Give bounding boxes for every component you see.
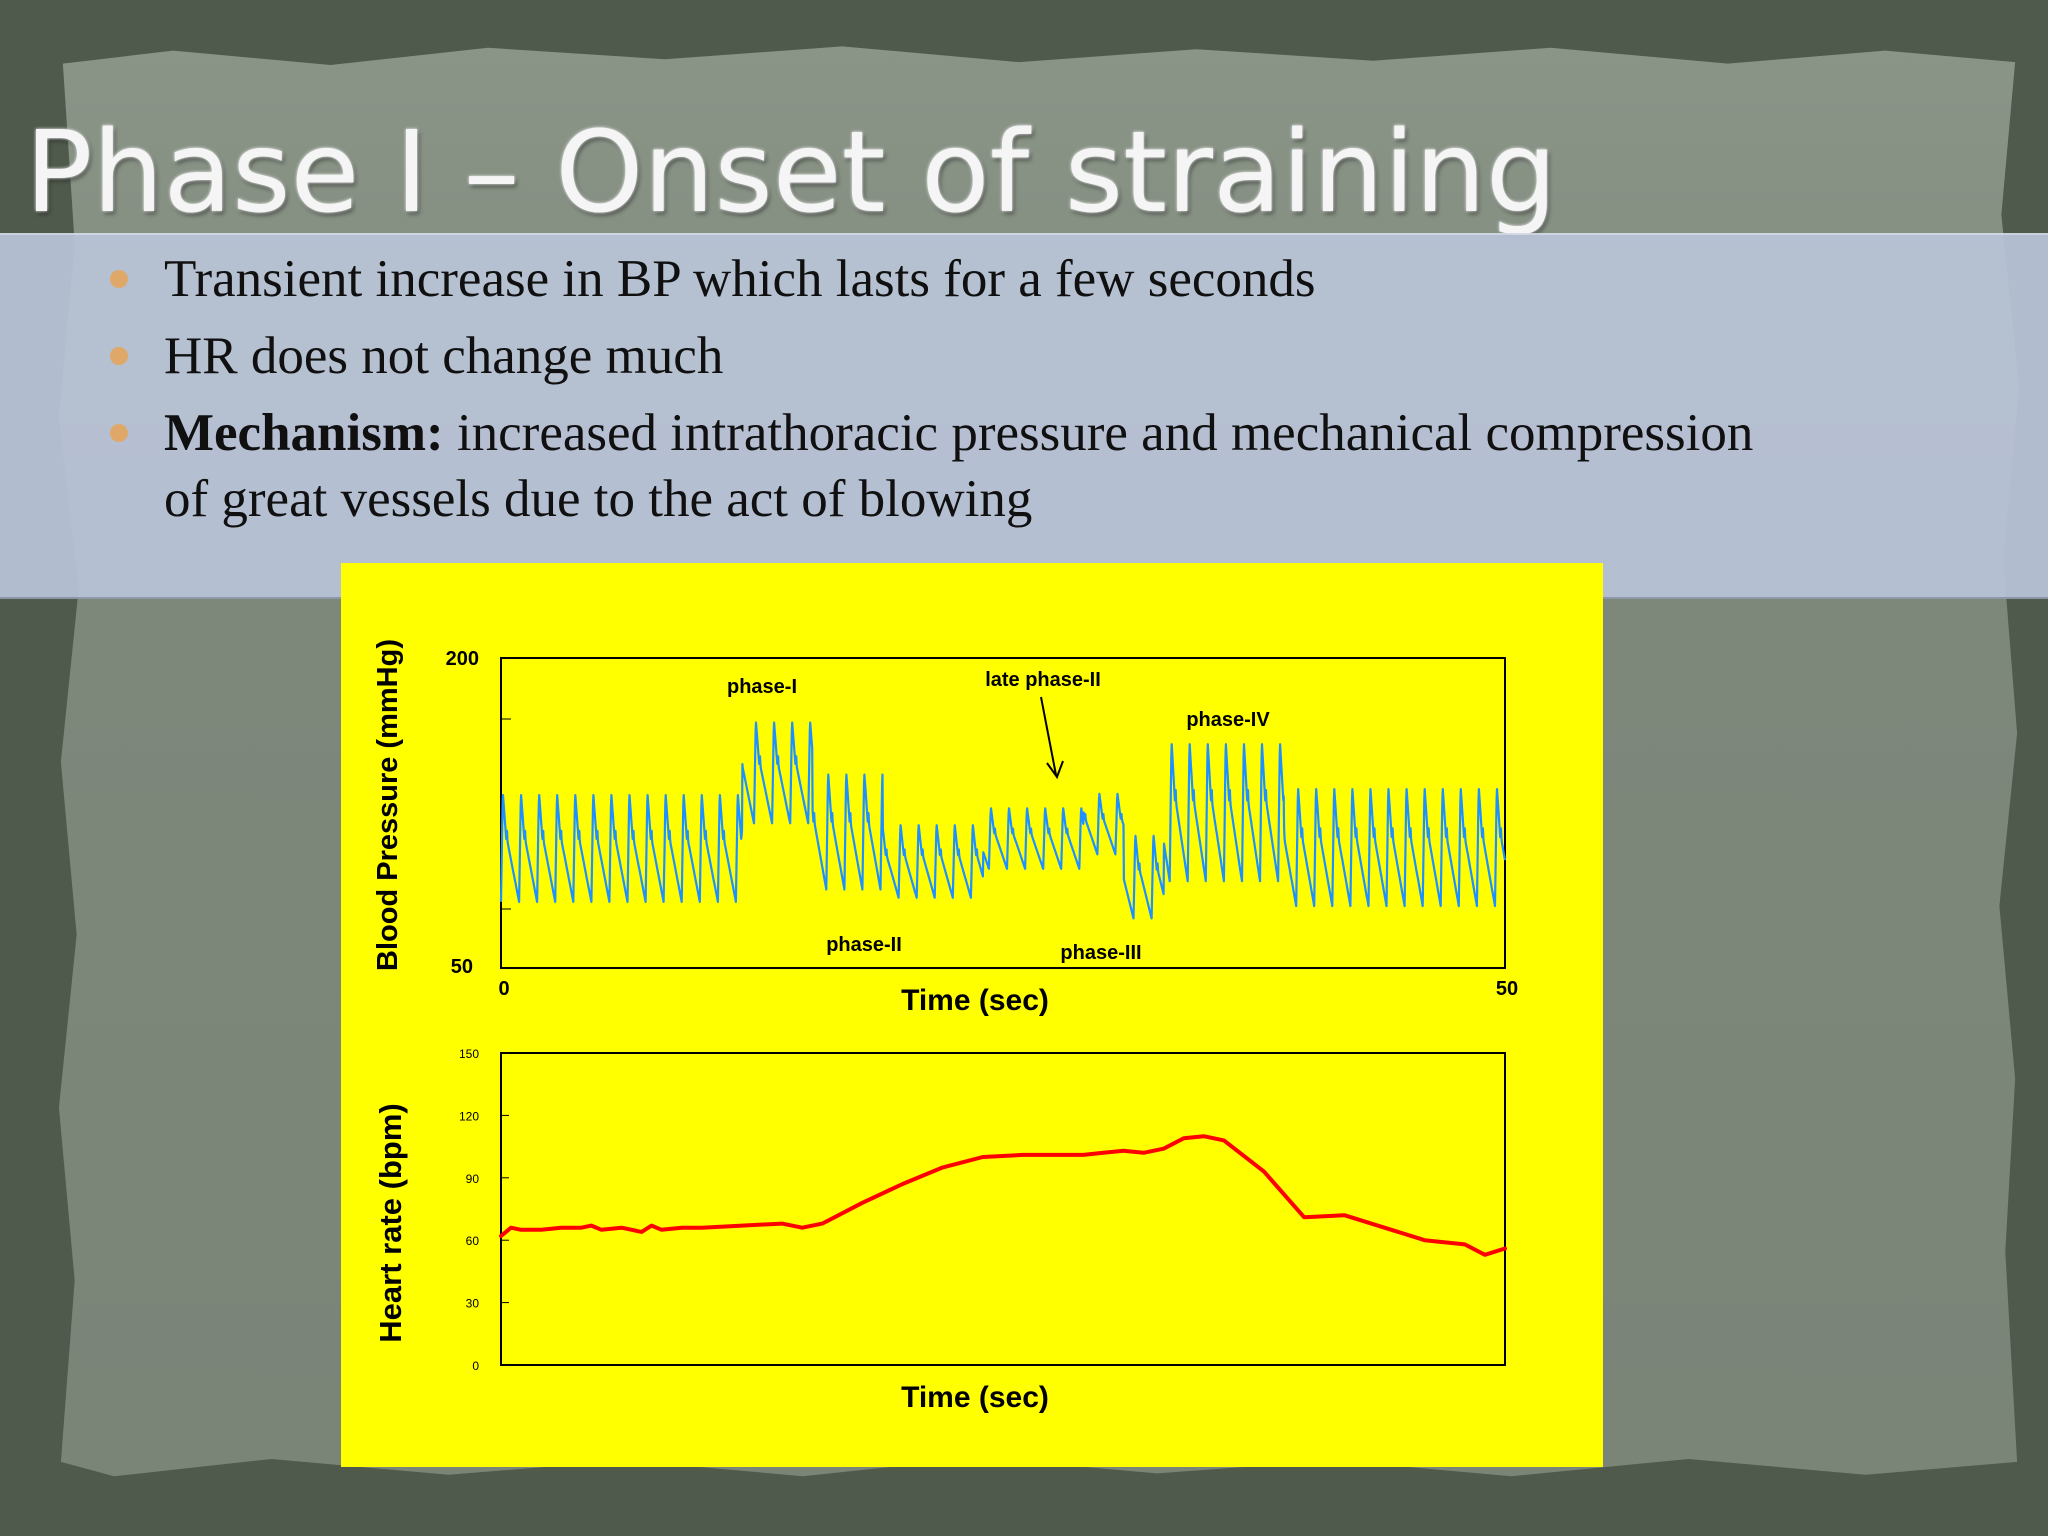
hr-y-tick-label: 90 <box>466 1172 480 1186</box>
bp-x-tick-label: 50 <box>1496 978 1518 1000</box>
annotation-phase-ii: phase-II <box>826 934 902 956</box>
bullet-dot-icon <box>110 347 128 365</box>
bullet-text-continuation: of great vessels due to the act of blowi… <box>164 470 1033 528</box>
bp-y-tick-label: 200 <box>446 648 479 670</box>
annotation-phase-iii: phase-III <box>1060 942 1141 964</box>
bp-y-tick-label: 50 <box>451 956 473 978</box>
hr-y-axis-label: Heart rate (bpm) <box>373 1103 408 1342</box>
hr-y-tick-label: 0 <box>472 1359 479 1373</box>
bullet-list: Transient increase in BP which lasts for… <box>110 246 2030 543</box>
bullet-band <box>0 233 2048 599</box>
bp-x-axis-label: Time (sec) <box>901 984 1049 1017</box>
hr-y-tick-label: 150 <box>459 1047 479 1061</box>
chart-panel: 200 50 0 50 Time (sec) Blood Pressure (m… <box>341 563 1603 1467</box>
bp-x-tick-label: 0 <box>498 978 509 1000</box>
bullet-item: HR does not change much <box>110 323 2030 389</box>
bullet-item: Transient increase in BP which lasts for… <box>110 246 2030 312</box>
annotation-phase-i: phase-I <box>727 676 797 698</box>
annotation-arrow-icon <box>1040 696 1064 780</box>
bp-y-axis-label: Blood Pressure (mmHg) <box>372 639 404 971</box>
hr-ticks-group: 0 30 60 90 120 150 <box>459 1047 509 1373</box>
bullet-bold-term: Mechanism: <box>164 404 444 462</box>
bp-series-line <box>499 721 1507 920</box>
bullet-item: Mechanism: increased intrathoracic press… <box>110 400 2030 532</box>
hr-plot-frame <box>500 1052 1506 1366</box>
bullet-dot-icon <box>110 424 128 442</box>
chart-svg: 200 50 0 50 Time (sec) Blood Pressure (m… <box>372 639 1518 1414</box>
hr-series-line <box>499 1134 1507 1257</box>
bullet-text: Transient increase in BP which lasts for… <box>164 250 1316 308</box>
bullet-text: increased intrathoracic pressure and mec… <box>443 404 1754 462</box>
bp-trace-group <box>499 721 1507 920</box>
hr-x-axis-label: Time (sec) <box>901 1381 1049 1414</box>
annotation-phase-iv: phase-IV <box>1186 709 1270 731</box>
annotation-late-phase-ii: late phase-II <box>985 669 1101 691</box>
hr-y-tick-label: 30 <box>466 1297 480 1311</box>
bullet-dot-icon <box>110 270 128 288</box>
hr-y-tick-label: 120 <box>459 1109 479 1123</box>
bp-plot-frame <box>500 657 1506 969</box>
bullet-text: HR does not change much <box>164 327 724 385</box>
hr-y-tick-label: 60 <box>466 1234 480 1248</box>
hr-trace-group <box>499 1134 1507 1257</box>
slide-title: Phase I – Onset of straining <box>25 108 1557 238</box>
